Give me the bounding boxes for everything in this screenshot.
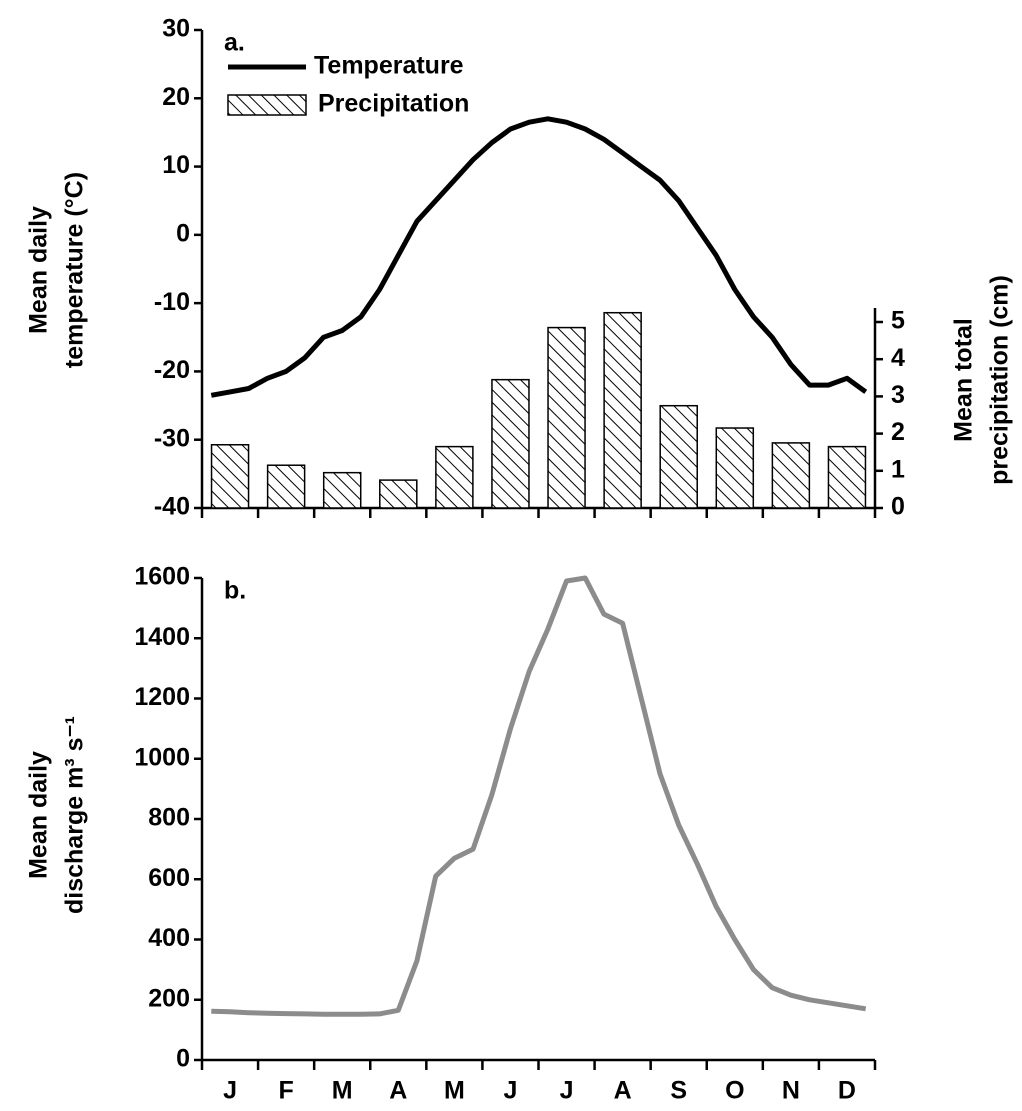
y2-tick-label: 2 [891, 418, 905, 446]
y-tick-label: -30 [154, 424, 190, 452]
y2-tick-label: 1 [891, 455, 905, 483]
legend-label: Precipitation [318, 90, 469, 118]
y2-tick-label: 3 [891, 381, 905, 409]
y-tick-label: 200 [148, 984, 190, 1012]
y2-axis-title: precipitation (cm) [986, 275, 1014, 485]
panel-label: b. [224, 577, 246, 605]
y2-tick-label: 0 [891, 493, 905, 521]
bar [771, 442, 811, 509]
x-tick-label: O [725, 1077, 744, 1105]
y2-tick-label: 5 [891, 307, 905, 335]
x-tick-label: F [278, 1077, 293, 1105]
bar [547, 326, 586, 509]
x-tick-label: N [782, 1077, 800, 1105]
y2-tick-label: 4 [891, 344, 905, 372]
data-line [211, 575, 867, 1017]
bar [322, 471, 362, 509]
bar [491, 378, 530, 509]
bar [266, 464, 306, 509]
y-axis-title: Mean daily [25, 751, 53, 879]
y2-axis-title: Mean total [950, 318, 978, 442]
bar [379, 479, 418, 509]
x-tick-label: S [670, 1077, 687, 1105]
x-tick-label: A [614, 1077, 632, 1105]
x-tick-label: J [504, 1077, 518, 1105]
bar [659, 404, 698, 509]
panel-label: a. [224, 29, 245, 57]
y-tick-label: 0 [176, 219, 190, 247]
y-tick-label: 1400 [134, 623, 190, 651]
y-axis-title: Mean daily [25, 206, 53, 334]
y-tick-label: 0 [176, 1045, 190, 1073]
y-tick-label: 800 [148, 804, 190, 832]
bar [210, 444, 250, 509]
bar [715, 427, 755, 509]
y-tick-label: 1000 [134, 743, 190, 771]
x-tick-label: M [332, 1077, 353, 1105]
y-tick-label: 600 [148, 864, 190, 892]
x-tick-label: M [444, 1077, 465, 1105]
data-line [210, 116, 868, 398]
y-tick-label: 30 [162, 15, 190, 43]
x-tick-label: D [838, 1077, 856, 1105]
y-tick-label: 1600 [134, 563, 190, 591]
legend-label: Temperature [314, 52, 464, 80]
legend-swatch [227, 94, 307, 116]
y-tick-label: 400 [148, 924, 190, 952]
x-tick-label: J [223, 1077, 237, 1105]
y-tick-label: -10 [154, 288, 190, 316]
y-tick-label: 1200 [134, 683, 190, 711]
x-tick-label: A [389, 1077, 407, 1105]
y-tick-label: 20 [162, 83, 190, 111]
y-tick-label: -20 [154, 356, 190, 384]
bar [827, 445, 867, 509]
x-tick-label: J [560, 1077, 574, 1105]
y-tick-label: 10 [162, 151, 190, 179]
bar [435, 445, 474, 509]
y-axis-title: discharge m³ s⁻¹ [61, 716, 89, 914]
y-axis-title: temperature (°C) [61, 172, 89, 368]
y-tick-label: -40 [154, 493, 190, 521]
bar [603, 311, 642, 509]
